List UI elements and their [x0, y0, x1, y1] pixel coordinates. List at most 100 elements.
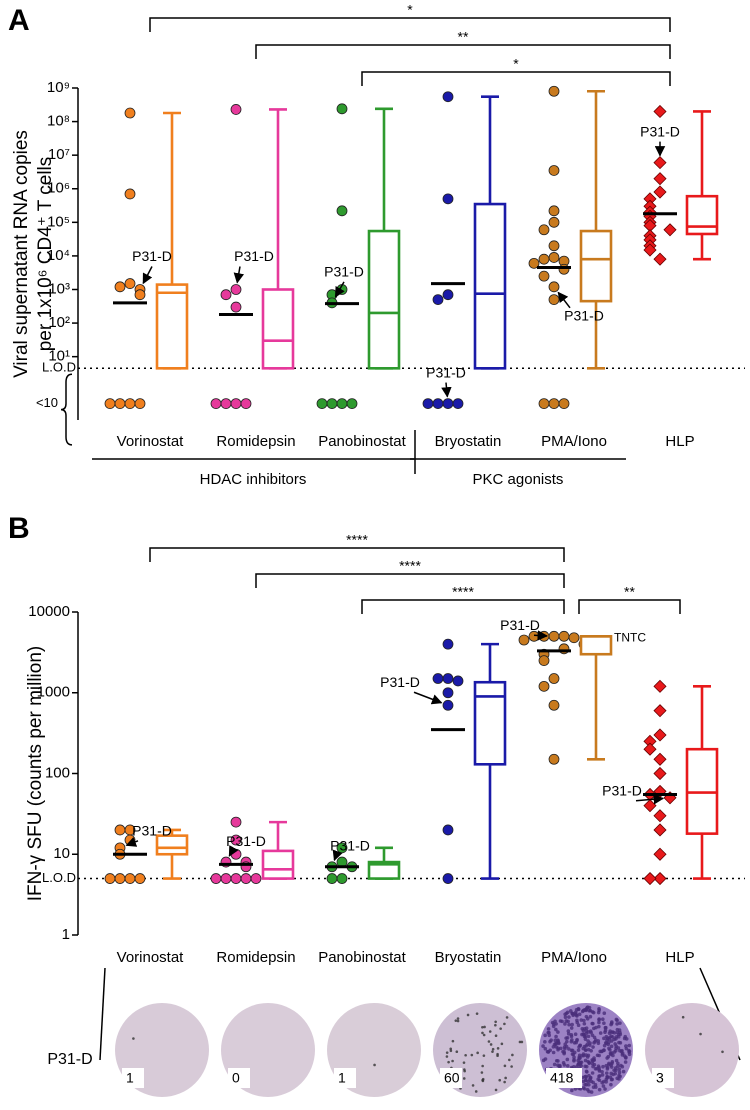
data-point — [336, 103, 348, 115]
spot — [580, 1026, 585, 1031]
spot — [462, 1061, 466, 1064]
spot — [554, 1027, 558, 1032]
spot — [575, 1014, 579, 1018]
spot — [602, 1011, 607, 1016]
data-point — [230, 848, 242, 860]
spot — [587, 1077, 592, 1082]
data-point — [124, 873, 136, 884]
spot — [571, 1012, 576, 1016]
spot — [567, 1047, 571, 1051]
data-point — [568, 632, 580, 644]
spot — [475, 1012, 479, 1015]
well: 0 — [221, 1003, 315, 1097]
spot — [613, 1071, 617, 1076]
spot — [518, 1040, 522, 1044]
data-point — [548, 281, 560, 293]
spot — [597, 1074, 601, 1079]
spot — [607, 1046, 611, 1051]
data-point — [124, 107, 136, 119]
spot — [576, 1048, 581, 1052]
y-tick-label: 100 — [45, 764, 70, 781]
spot — [570, 1022, 574, 1027]
spot — [563, 1012, 567, 1017]
y-tick-label: 10³ — [48, 280, 70, 297]
spot — [569, 1034, 574, 1039]
spot — [471, 1084, 475, 1087]
spot — [597, 1053, 601, 1058]
spot — [606, 1054, 611, 1059]
count-box — [122, 1068, 144, 1088]
spot — [610, 1060, 615, 1064]
spot — [583, 1075, 587, 1079]
box — [473, 202, 507, 370]
annotation: P31-D — [640, 123, 680, 139]
spot — [454, 1019, 458, 1022]
significance-bracket — [149, 17, 671, 32]
well-count: 1 — [338, 1070, 346, 1086]
spot — [456, 1017, 460, 1020]
spot — [556, 1030, 560, 1034]
spot — [594, 1038, 598, 1042]
spot — [552, 1062, 557, 1067]
y-axis-title: Viral supernatant RNA copies — [11, 130, 32, 378]
spot — [564, 1019, 569, 1023]
spot — [615, 1022, 619, 1026]
spot — [571, 1065, 576, 1069]
spot — [611, 1035, 615, 1039]
spot — [541, 1058, 546, 1063]
data-point — [230, 834, 242, 846]
spot — [481, 1025, 484, 1029]
y-tick-label: 1000 — [37, 684, 70, 701]
box — [685, 194, 719, 236]
spot — [615, 1018, 619, 1023]
spot — [574, 1065, 579, 1069]
spot — [586, 1059, 590, 1064]
significance-bracket — [361, 599, 565, 614]
spot — [623, 1056, 628, 1060]
below-lod-label: <10 — [36, 395, 58, 410]
annotation: P31-D — [426, 364, 466, 380]
spot — [602, 1036, 606, 1041]
spot — [499, 1027, 502, 1030]
spot — [480, 1071, 484, 1074]
spot — [566, 1032, 571, 1036]
spot — [590, 1021, 594, 1026]
spot — [573, 1032, 578, 1037]
well-count: 418 — [550, 1070, 574, 1086]
box — [261, 849, 295, 880]
data-point — [538, 253, 550, 265]
well-spots — [373, 1063, 376, 1067]
spot — [551, 1022, 556, 1026]
y-axis-title: per 1x10⁶ CD4⁺ T cells — [35, 157, 56, 352]
spot — [559, 1046, 563, 1051]
spot — [597, 1024, 601, 1029]
spot — [618, 1074, 622, 1079]
data-point — [548, 630, 560, 642]
spot — [463, 1068, 466, 1071]
well-spots — [681, 1015, 724, 1054]
spot — [489, 1043, 493, 1046]
significance-bracket — [255, 573, 565, 588]
spot — [483, 1025, 486, 1029]
significance-label: **** — [452, 584, 474, 600]
y-tick-label: 1 — [62, 926, 70, 943]
x-tick-label: Vorinostat — [117, 949, 185, 966]
data-point — [442, 91, 454, 103]
data-point — [124, 278, 136, 289]
data-point — [548, 216, 560, 228]
spot — [476, 1051, 479, 1055]
spot — [604, 1025, 608, 1030]
significance-bracket — [255, 44, 671, 59]
spot — [621, 1069, 626, 1074]
annotation: P31-D — [132, 248, 172, 264]
spot — [597, 1065, 601, 1070]
data-point — [548, 240, 560, 252]
annotation: P31-D — [330, 837, 370, 853]
spot — [604, 1080, 608, 1084]
data-point — [653, 172, 667, 186]
spot — [503, 1080, 506, 1084]
annotation: P31-D — [132, 823, 172, 839]
x-tick-label: PMA/Iono — [541, 949, 607, 966]
spot — [494, 1034, 498, 1037]
spot — [590, 1010, 595, 1014]
